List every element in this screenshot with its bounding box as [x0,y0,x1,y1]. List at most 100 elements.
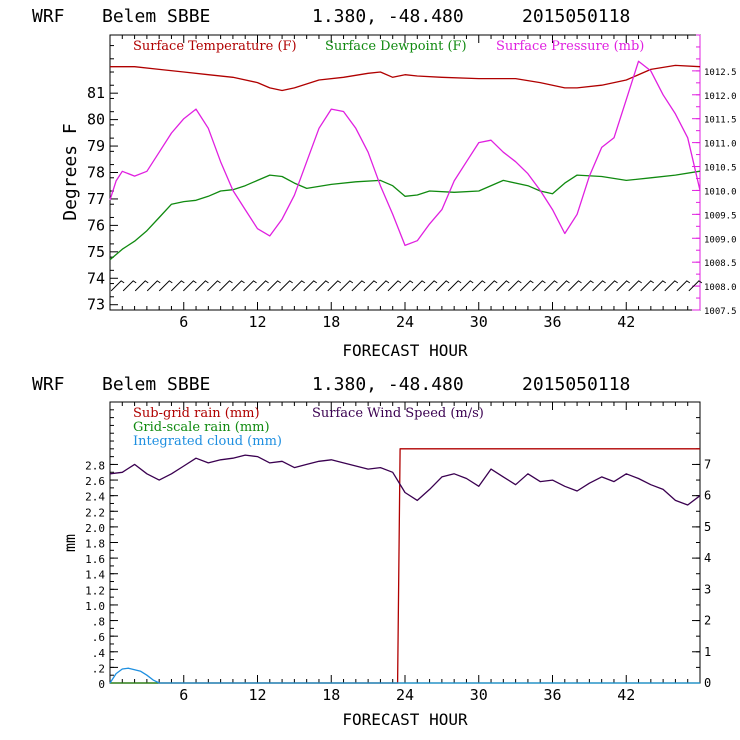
upper-wind-barbs [110,280,703,292]
panel2-station: Belem SBBE [102,374,210,395]
wind-barb [640,280,654,292]
y-right-tick-label: 4 [704,551,711,565]
y-right-tick-label: 3 [704,582,711,596]
y-right-tick-label: 2 [704,614,711,628]
y-right-tick-label: 1010.0 [704,187,737,197]
wind-barb [532,280,546,292]
wind-barb [231,280,245,292]
x-tick-label: 30 [470,686,488,704]
lower-legend: Sub-grid rain (mm) Surface Wind Speed (m… [133,406,484,449]
y-right-tick-label: 1010.5 [704,164,737,174]
x-tick-label: 24 [396,686,414,704]
y-right-tick-label: 1009.0 [704,235,737,245]
lower-chart: 6 12 18 24 30 36 42 0.2.4.6.81.01.21.41.61.82.… [61,401,711,729]
wind-barb [351,280,366,292]
legend-pressure: Surface Pressure (mb) [496,39,644,54]
wind-barb [459,280,474,292]
upper-left-y-ticks: 73 74 75 76 77 78 79 80 81 [87,45,118,314]
y-right-tick-label: 6 [704,489,711,503]
wind-barb [183,280,197,292]
y-left-tick-label: 2.0 [85,522,105,535]
wind-barb [122,280,137,292]
y-left-tick-label: 78 [87,164,105,182]
wind-barb [688,280,703,292]
x-tick-label: 24 [396,313,414,331]
wind-barb [399,280,414,292]
legend-integrated-cloud: Integrated cloud (mm) [133,434,282,449]
series-surface-wind-speed-m-s [109,454,701,506]
wind-barb [616,280,630,292]
wind-barb [664,280,679,292]
wind-barb [158,280,173,292]
x-tick-label: 18 [322,313,340,331]
panel2-date: 2015050118 [522,374,630,395]
wind-barb [411,280,426,292]
wind-barb [568,280,582,292]
wind-barb [676,280,691,292]
upper-right-y-ticks: 1007.5 1008.0 1008.5 1009.0 1009.5 1010.0 1010… [692,34,737,317]
wind-barb [423,280,438,292]
x-tick-label: 30 [470,313,488,331]
y-right-tick-label: 1 [704,645,711,659]
upper-y-axis-label: Degrees F [60,123,81,221]
y-left-tick-label: 2.6 [85,475,105,488]
y-left-tick-label: 0 [98,678,105,691]
legend-dewpoint: Surface Dewpoint (F) [325,39,467,54]
upper-x-ticks: 6 12 18 24 30 36 42 [121,35,689,331]
y-right-tick-label: 1011.5 [704,116,737,126]
wind-barb [387,280,402,292]
legend-subgrid-rain: Sub-grid rain (mm) [133,406,260,421]
y-left-tick-label: 77 [87,190,105,208]
wind-barb [207,280,221,292]
wind-barb [508,280,522,292]
upper-x-axis-label: FORECAST HOUR [342,341,468,360]
wind-barb [243,280,257,292]
upper-series [109,60,701,261]
wind-barb [471,280,486,292]
wind-barb [495,280,510,292]
upper-chart-frame [109,34,701,311]
y-left-tick-label: .8 [92,616,105,629]
y-left-tick-label: .2 [92,662,105,675]
x-tick-label: 36 [543,686,561,704]
wind-barb [339,280,354,292]
series-integrated-cloud-mm [109,667,700,684]
wind-barb [447,280,462,292]
lower-x-ticks: 6 12 18 24 30 36 42 [121,402,689,704]
wind-barb [303,280,317,292]
panel1-model: WRF [32,6,65,27]
y-right-tick-label: 1008.0 [704,283,737,293]
y-left-tick-label: 1.8 [85,538,105,551]
y-right-tick-label: 1009.5 [704,211,737,221]
wind-barb [146,280,161,292]
panel2-coords: 1.380, -48.480 [312,374,464,395]
y-left-tick-label: 74 [87,269,105,287]
y-left-tick-label: 79 [87,137,105,155]
wind-barb [604,280,618,292]
y-left-tick-label: 73 [87,296,105,314]
y-left-tick-label: 1.0 [85,600,105,613]
series-surface-temperature-f [110,64,701,92]
lower-series [109,448,701,684]
y-left-tick-label: 1.6 [85,553,105,566]
wind-barb [255,280,269,292]
x-tick-label: 12 [248,313,266,331]
y-right-tick-label: 1007.5 [704,307,737,317]
y-right-tick-label: 1012.0 [704,92,737,102]
legend-gridscale-rain: Grid-scale rain (mm) [133,420,270,435]
wind-barb [315,280,330,292]
upper-legend: Surface Temperature (F) Surface Dewpoint… [133,39,644,54]
wind-barb [195,280,209,292]
y-right-tick-label: 1012.5 [704,68,737,78]
wind-barb [544,280,558,292]
wind-barb [291,280,305,292]
panel1-date: 2015050118 [522,6,630,27]
wind-barb [375,280,390,292]
wind-barb [592,280,606,292]
panel2-header: WRF Belem SBBE 1.380, -48.480 2015050118 [32,374,630,395]
wind-barb [171,280,185,292]
y-left-tick-label: 1.2 [85,584,105,597]
panel1-station: Belem SBBE [102,6,210,27]
wind-barb [652,280,666,292]
y-right-tick-label: 1011.0 [704,140,737,150]
